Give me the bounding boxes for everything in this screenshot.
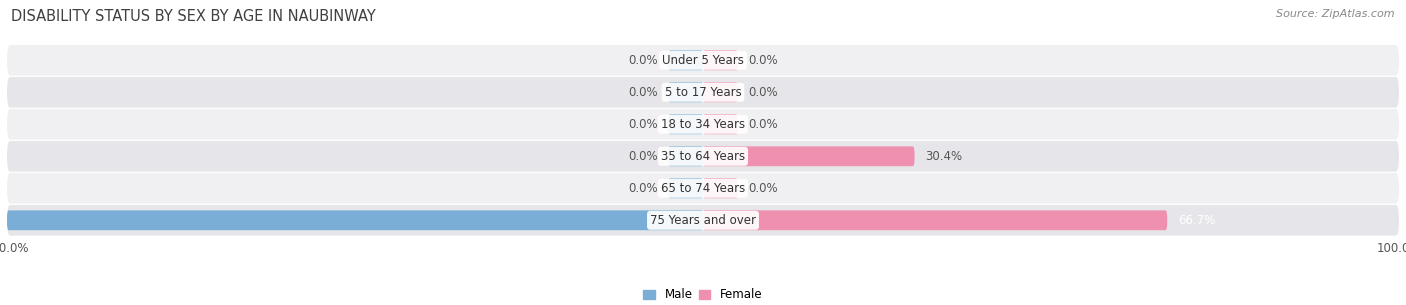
Text: DISABILITY STATUS BY SEX BY AGE IN NAUBINWAY: DISABILITY STATUS BY SEX BY AGE IN NAUBI…: [11, 9, 375, 24]
Text: 0.0%: 0.0%: [628, 54, 658, 67]
Text: 0.0%: 0.0%: [628, 182, 658, 195]
Text: 0.0%: 0.0%: [748, 86, 778, 99]
FancyBboxPatch shape: [703, 50, 738, 70]
Text: 18 to 34 Years: 18 to 34 Years: [661, 118, 745, 131]
FancyBboxPatch shape: [7, 109, 1399, 140]
FancyBboxPatch shape: [703, 146, 914, 166]
FancyBboxPatch shape: [668, 82, 703, 102]
FancyBboxPatch shape: [703, 82, 738, 102]
Text: 75 Years and over: 75 Years and over: [650, 214, 756, 227]
FancyBboxPatch shape: [703, 178, 738, 198]
Text: 30.4%: 30.4%: [925, 150, 962, 163]
FancyBboxPatch shape: [703, 114, 738, 134]
FancyBboxPatch shape: [703, 210, 1167, 230]
Text: 66.7%: 66.7%: [1178, 214, 1215, 227]
FancyBboxPatch shape: [7, 77, 1399, 108]
Text: Source: ZipAtlas.com: Source: ZipAtlas.com: [1277, 9, 1395, 19]
Text: Under 5 Years: Under 5 Years: [662, 54, 744, 67]
Text: 0.0%: 0.0%: [748, 182, 778, 195]
FancyBboxPatch shape: [7, 210, 703, 230]
Text: 5 to 17 Years: 5 to 17 Years: [665, 86, 741, 99]
Text: 0.0%: 0.0%: [748, 118, 778, 131]
Text: 0.0%: 0.0%: [748, 54, 778, 67]
Text: 65 to 74 Years: 65 to 74 Years: [661, 182, 745, 195]
FancyBboxPatch shape: [668, 146, 703, 166]
FancyBboxPatch shape: [7, 205, 1399, 236]
Text: 0.0%: 0.0%: [628, 150, 658, 163]
FancyBboxPatch shape: [668, 178, 703, 198]
Text: 0.0%: 0.0%: [628, 118, 658, 131]
FancyBboxPatch shape: [7, 141, 1399, 172]
FancyBboxPatch shape: [7, 173, 1399, 204]
Legend: Male, Female: Male, Female: [638, 284, 768, 305]
Text: 35 to 64 Years: 35 to 64 Years: [661, 150, 745, 163]
FancyBboxPatch shape: [668, 114, 703, 134]
FancyBboxPatch shape: [668, 50, 703, 70]
Text: 0.0%: 0.0%: [628, 86, 658, 99]
FancyBboxPatch shape: [7, 45, 1399, 76]
